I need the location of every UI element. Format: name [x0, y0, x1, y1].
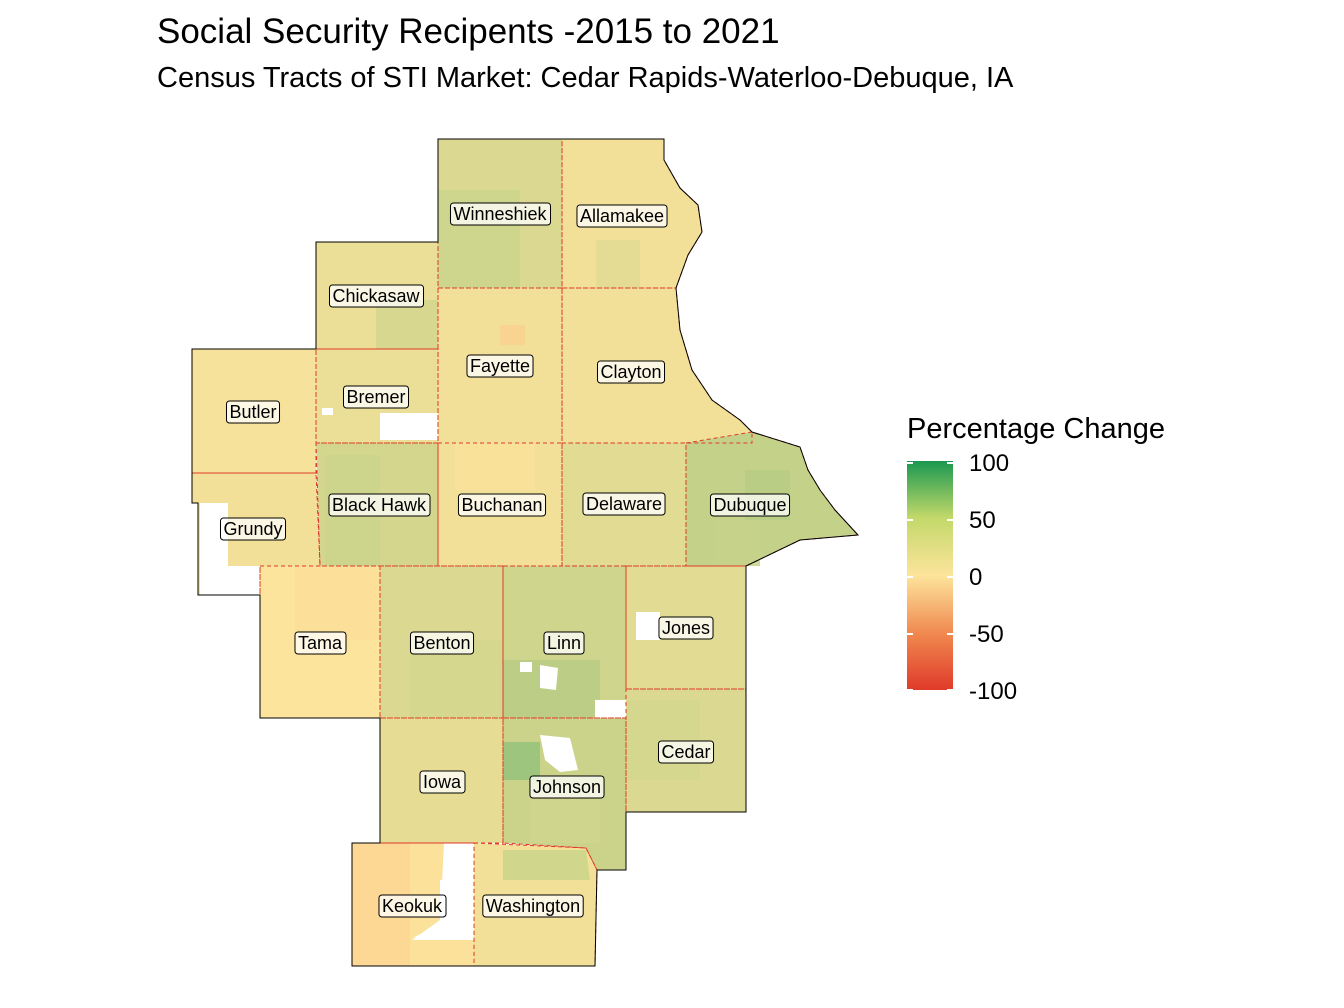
svg-text:Clayton: Clayton — [600, 362, 661, 382]
county-label-delaware: Delaware — [582, 492, 666, 516]
county-label-butler: Butler — [225, 400, 281, 424]
legend-tick-100: 100 — [969, 450, 1010, 477]
county-label-fayette: Fayette — [466, 354, 534, 378]
county-label-buchanan: Buchanan — [457, 493, 547, 517]
svg-text:Butler: Butler — [229, 402, 276, 422]
svg-text:Cedar: Cedar — [661, 742, 710, 762]
county-label-black-hawk: Black Hawk — [328, 493, 431, 517]
map-subtitle: Census Tracts of STI Market: Cedar Rapid… — [157, 62, 1014, 94]
legend-tick-neg50: -50 — [969, 621, 1004, 648]
county-label-clayton: Clayton — [596, 360, 666, 384]
county-labels: Winneshiek Allamakee Chickasaw Fayette Clayt… — [219, 202, 791, 918]
county-label-tama: Tama — [294, 631, 347, 655]
svg-text:Buchanan: Buchanan — [461, 495, 542, 515]
legend-colorbar — [907, 461, 953, 690]
svg-text:Bremer: Bremer — [346, 387, 405, 407]
svg-text:Iowa: Iowa — [423, 772, 462, 792]
county-borders — [191, 138, 860, 967]
svg-text:Delaware: Delaware — [586, 494, 662, 514]
svg-text:Jones: Jones — [662, 618, 710, 638]
legend-title: Percentage Change — [907, 413, 1165, 445]
county-label-bremer: Bremer — [342, 385, 410, 409]
county-label-washington: Washington — [482, 894, 584, 918]
map-title: Social Security Recipents -2015 to 2021 — [157, 12, 780, 51]
county-label-johnson: Johnson — [529, 775, 605, 799]
legend-tick-neg100: -100 — [969, 678, 1018, 705]
legend-tick-0: 0 — [969, 564, 983, 591]
svg-text:Allamakee: Allamakee — [580, 206, 664, 226]
county-label-cedar: Cedar — [657, 740, 715, 764]
svg-text:Grundy: Grundy — [223, 519, 282, 539]
county-label-chickasaw: Chickasaw — [328, 284, 425, 308]
svg-text:Keokuk: Keokuk — [382, 896, 443, 916]
svg-text:Benton: Benton — [413, 633, 470, 653]
svg-text:Dubuque: Dubuque — [713, 495, 786, 515]
county-label-winneshiek: Winneshiek — [449, 202, 552, 226]
svg-text:Chickasaw: Chickasaw — [332, 286, 420, 306]
county-label-linn: Linn — [543, 631, 585, 655]
county-label-benton: Benton — [409, 631, 475, 655]
svg-text:Black Hawk: Black Hawk — [332, 495, 427, 515]
county-label-iowa: Iowa — [419, 770, 466, 794]
legend-tick-50: 50 — [969, 507, 996, 534]
svg-text:Fayette: Fayette — [470, 356, 530, 376]
svg-text:Winneshiek: Winneshiek — [453, 204, 547, 224]
svg-text:Washington: Washington — [486, 896, 580, 916]
county-label-keokuk: Keokuk — [378, 894, 447, 918]
county-label-grundy: Grundy — [219, 517, 287, 541]
svg-text:Linn: Linn — [547, 633, 581, 653]
county-label-jones: Jones — [658, 616, 714, 640]
svg-text:Johnson: Johnson — [533, 777, 601, 797]
county-label-dubuque: Dubuque — [709, 493, 791, 517]
county-label-allamakee: Allamakee — [576, 204, 668, 228]
svg-text:Tama: Tama — [298, 633, 343, 653]
